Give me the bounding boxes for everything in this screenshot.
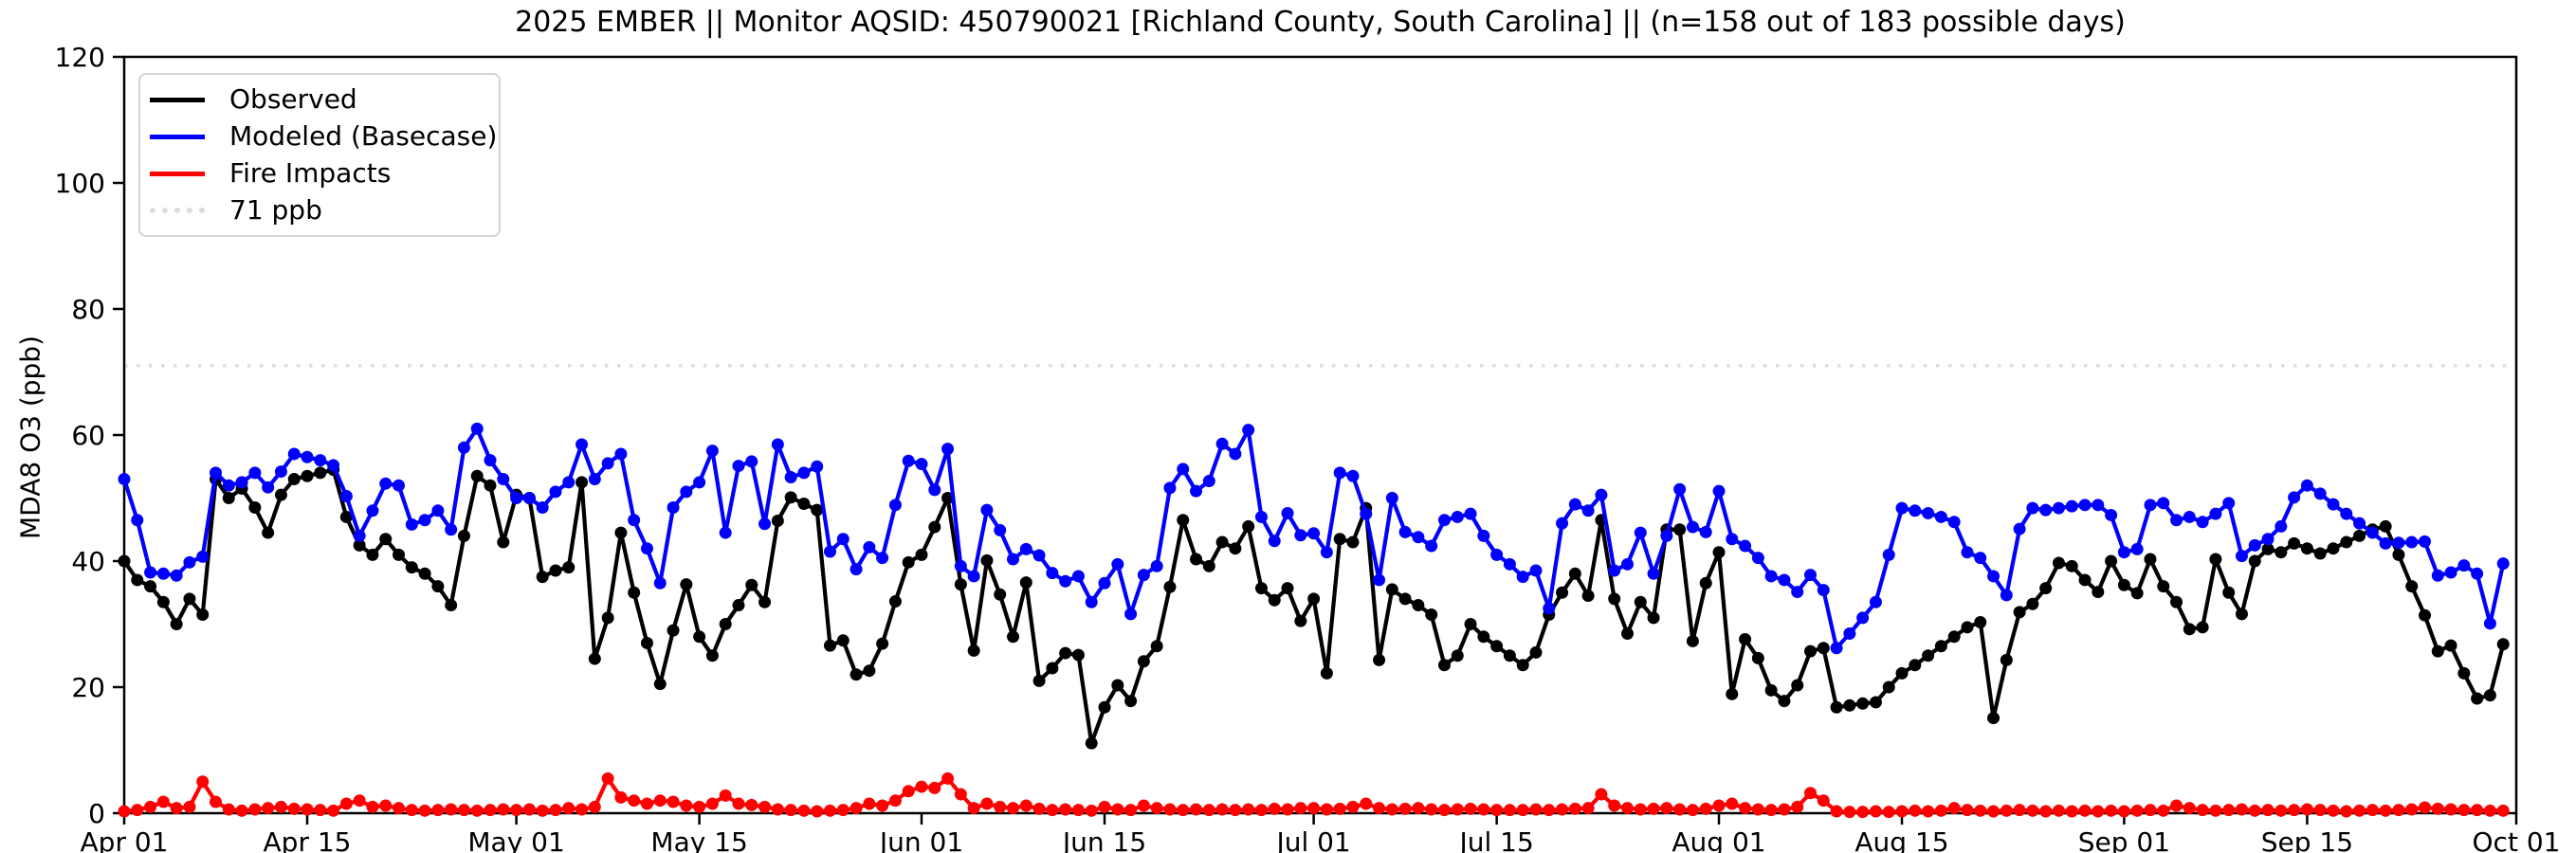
svg-text:100: 100 — [55, 168, 105, 199]
svg-text:120: 120 — [55, 42, 105, 73]
svg-text:Apr 15: Apr 15 — [264, 826, 352, 853]
svg-text:60: 60 — [71, 420, 105, 451]
legend-label-threshold: 71 ppb — [229, 194, 322, 226]
svg-text:Aug 01: Aug 01 — [1672, 826, 1765, 853]
svg-text:Aug 15: Aug 15 — [1854, 826, 1948, 853]
svg-text:40: 40 — [71, 546, 105, 577]
svg-text:80: 80 — [71, 294, 105, 325]
threshold-line-swatch-icon — [150, 208, 205, 213]
svg-text:May 01: May 01 — [467, 826, 564, 853]
svg-text:0: 0 — [88, 798, 105, 829]
svg-text:Sep 15: Sep 15 — [2261, 826, 2353, 853]
fire-line-swatch-icon — [150, 171, 205, 176]
legend-label-modeled: Modeled (Basecase) — [229, 120, 498, 152]
legend-item-modeled: Modeled (Basecase) — [150, 119, 499, 154]
legend-label-observed: Observed — [229, 83, 357, 115]
observed-line-swatch-icon — [150, 97, 205, 102]
svg-text:Jun 01: Jun 01 — [878, 826, 963, 853]
legend-item-threshold: 71 ppb — [150, 193, 499, 227]
svg-text:20: 20 — [71, 672, 105, 703]
svg-text:Sep 01: Sep 01 — [2078, 826, 2170, 853]
legend: Observed Modeled (Basecase) Fire Impacts… — [138, 73, 501, 237]
svg-text:Apr 01: Apr 01 — [81, 826, 169, 853]
legend-item-fire: Fire Impacts — [150, 156, 499, 191]
svg-text:Jul 01: Jul 01 — [1274, 826, 1350, 853]
chart-title: 2025 EMBER || Monitor AQSID: 450790021 [… — [515, 6, 2126, 39]
y-axis-label: MDA8 O3 (ppb) — [14, 335, 46, 540]
modeled-line-swatch-icon — [150, 134, 205, 139]
svg-text:Oct 01: Oct 01 — [2473, 826, 2561, 853]
svg-text:May 15: May 15 — [650, 826, 747, 853]
legend-item-observed: Observed — [150, 82, 499, 117]
svg-text:Jul 15: Jul 15 — [1457, 826, 1533, 853]
legend-label-fire: Fire Impacts — [229, 157, 392, 189]
svg-text:Jun 15: Jun 15 — [1061, 826, 1146, 853]
